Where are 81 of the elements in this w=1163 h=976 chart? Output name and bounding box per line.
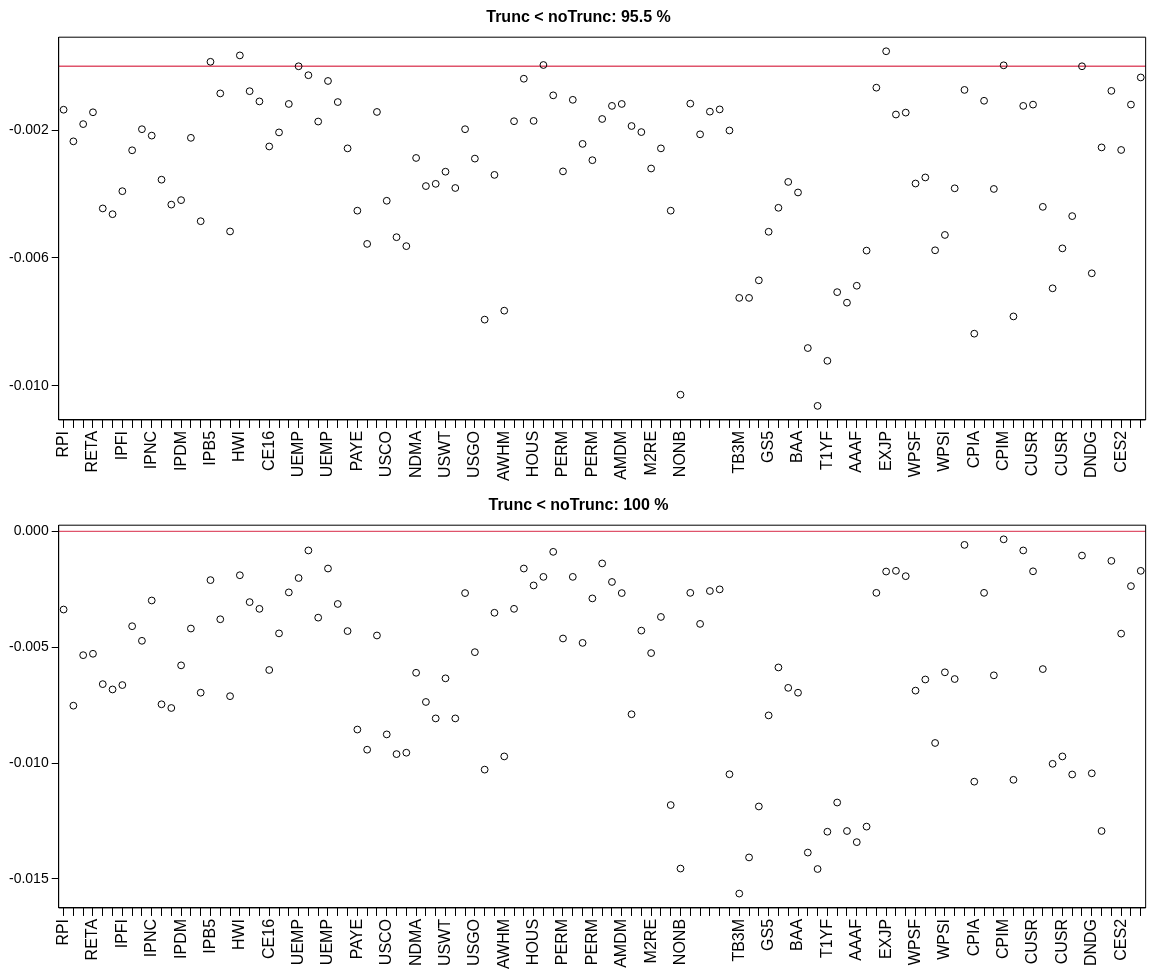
x-tick-label: IPB5 xyxy=(200,430,218,466)
x-tick-label: RETA xyxy=(83,430,101,473)
x-tick-label: T1YF xyxy=(817,918,835,959)
x-tick-label: USGO xyxy=(465,430,483,479)
x-tick-label: UEMP xyxy=(289,430,307,478)
x-tick-label: IPDM xyxy=(171,430,189,471)
x-tick-label: CPIM xyxy=(994,918,1012,959)
x-tick-label: UEMP xyxy=(289,918,307,966)
x-tick-label: AMDM xyxy=(612,430,630,480)
x-tick-label: CUSR xyxy=(1052,430,1070,477)
x-tick-label: TB3M xyxy=(729,918,747,962)
x-tick-label: DNDG xyxy=(1082,918,1100,967)
x-tick-label: NONB xyxy=(670,918,688,966)
x-tick-label: M2RE xyxy=(641,918,659,964)
x-tick-label: CUSR xyxy=(1023,430,1041,477)
chart-title: Trunc < noTrunc: 95.5 % xyxy=(486,8,671,26)
x-tick-label: RETA xyxy=(83,918,101,961)
x-tick-label: CPIA xyxy=(964,918,982,957)
x-tick-label: CE16 xyxy=(259,430,277,471)
y-tick-label: -0.015 xyxy=(8,869,49,886)
x-tick-label: BAA xyxy=(788,918,806,951)
x-tick-label: AWHM xyxy=(494,918,512,969)
x-tick-label: AWHM xyxy=(494,430,512,481)
x-tick-label: IPDM xyxy=(171,918,189,959)
x-tick-label: TB3M xyxy=(729,430,747,474)
x-tick-label: PAYE xyxy=(347,430,365,472)
x-tick-label: CES2 xyxy=(1111,918,1129,961)
x-tick-label: HWI xyxy=(230,918,248,951)
x-tick-label: M2RE xyxy=(641,430,659,476)
x-tick-label: EXJP xyxy=(876,918,894,959)
y-tick-label: 0.000 xyxy=(13,522,49,539)
x-tick-label: RPI xyxy=(54,918,71,946)
y-tick-label: -0.010 xyxy=(8,376,49,393)
x-tick-label: AAAF xyxy=(847,430,865,473)
x-tick-label: WPSF xyxy=(905,430,923,478)
x-tick-label: AMDM xyxy=(612,918,630,968)
x-tick-label: BAA xyxy=(788,430,806,463)
x-tick-label: USCO xyxy=(377,918,395,966)
x-tick-label: NDMA xyxy=(406,918,424,967)
x-tick-label: CPIA xyxy=(964,430,982,469)
x-tick-label: HWI xyxy=(230,430,248,463)
x-tick-label: WPSI xyxy=(935,918,953,960)
chart-title: Trunc < noTrunc: 100 % xyxy=(488,496,669,514)
x-tick-label: T1YF xyxy=(817,430,835,471)
x-tick-label: CE16 xyxy=(259,918,277,959)
x-tick-label: USWT xyxy=(435,430,453,479)
x-tick-label: CUSR xyxy=(1023,918,1041,965)
x-tick-label: USCO xyxy=(377,430,395,478)
x-tick-label: IPB5 xyxy=(200,918,218,954)
x-tick-label: AAAF xyxy=(847,918,865,961)
x-tick-label: PERM xyxy=(582,430,600,478)
x-tick-label: UEMP xyxy=(318,918,336,966)
y-tick-label: -0.002 xyxy=(8,121,49,138)
y-tick-label: -0.005 xyxy=(8,638,49,655)
x-tick-label: UEMP xyxy=(318,430,336,478)
x-tick-label: IPFI xyxy=(112,430,130,461)
x-tick-label: PERM xyxy=(582,918,600,966)
x-tick-label: WPSF xyxy=(905,918,923,966)
x-tick-label: DNDG xyxy=(1082,430,1100,479)
x-tick-label: IPFI xyxy=(112,918,130,949)
x-tick-label: NDMA xyxy=(406,430,424,479)
y-tick-label: -0.010 xyxy=(8,754,49,770)
x-tick-label: HOUS xyxy=(524,918,542,966)
x-tick-label: CES2 xyxy=(1111,430,1129,473)
x-tick-label: GS5 xyxy=(759,430,777,463)
x-tick-label: RPI xyxy=(54,430,71,458)
x-tick-label: USGO xyxy=(465,918,483,967)
x-tick-label: IPNC xyxy=(142,918,160,958)
x-tick-label: PERM xyxy=(553,918,571,966)
x-tick-label: PAYE xyxy=(347,918,365,960)
x-tick-label: CPIM xyxy=(994,430,1012,471)
x-tick-label: GS5 xyxy=(759,918,777,951)
x-tick-label: PERM xyxy=(553,430,571,478)
y-tick-label: -0.006 xyxy=(8,248,49,265)
x-tick-label: IPNC xyxy=(142,430,160,470)
x-tick-label: EXJP xyxy=(876,430,894,471)
x-tick-label: USWT xyxy=(435,918,453,967)
x-tick-label: HOUS xyxy=(524,430,542,478)
x-tick-label: NONB xyxy=(670,430,688,478)
x-tick-label: CUSR xyxy=(1052,918,1070,965)
x-tick-label: WPSI xyxy=(935,430,953,472)
